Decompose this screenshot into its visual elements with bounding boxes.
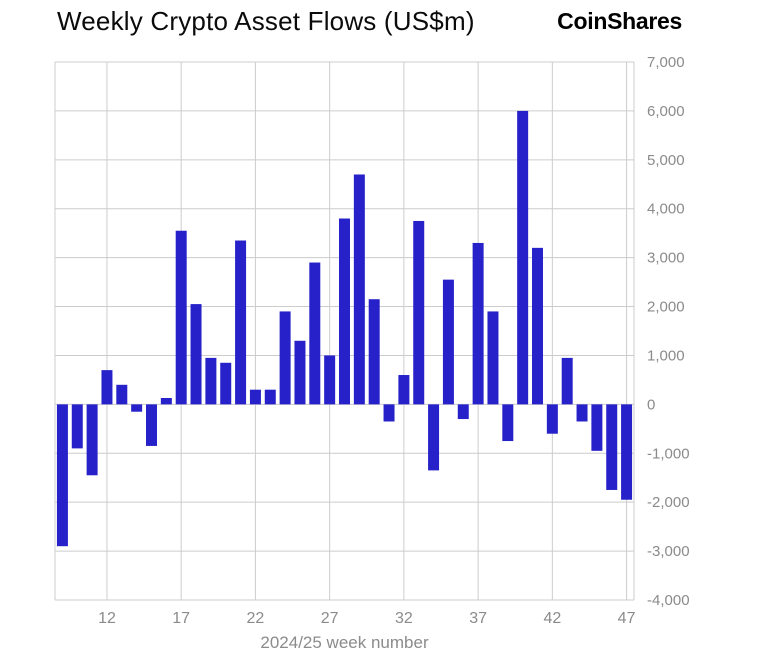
chart-header: Weekly Crypto Asset Flows (US$m) CoinSha… — [57, 6, 682, 37]
bar-week-37 — [472, 242, 484, 405]
y-tick-label: -3,000 — [647, 543, 690, 560]
bar-week-10 — [71, 404, 83, 449]
bar-week-36 — [457, 404, 469, 420]
bar-week-16 — [160, 398, 172, 405]
y-tick-label: 2,000 — [647, 299, 685, 316]
y-tick-label: -4,000 — [647, 592, 690, 609]
x-tick-label: 32 — [395, 610, 413, 627]
bar-week-26 — [309, 262, 321, 405]
bar-week-35 — [442, 279, 454, 405]
x-axis-title: 2024/25 week number — [260, 633, 429, 652]
bar-week-41 — [532, 247, 543, 405]
bar-week-33 — [413, 220, 425, 405]
bar-week-47 — [621, 404, 633, 500]
bar-week-27 — [324, 355, 336, 405]
y-tick-label: -2,000 — [647, 494, 690, 511]
bar-week-29 — [353, 174, 365, 405]
bar-week-45 — [591, 404, 603, 451]
x-tick-label: 27 — [321, 610, 339, 627]
x-tick-label: 22 — [247, 610, 265, 627]
bar-week-34 — [428, 404, 440, 471]
bar-week-31 — [383, 404, 395, 422]
chart-title: Weekly Crypto Asset Flows (US$m) — [57, 6, 475, 36]
bar-week-22 — [249, 389, 261, 405]
bar-week-11 — [86, 404, 98, 476]
bar-week-42 — [546, 404, 558, 434]
bar-week-23 — [264, 389, 276, 405]
bar-week-30 — [368, 299, 380, 405]
bar-week-24 — [279, 311, 291, 405]
y-tick-label: 3,000 — [647, 250, 685, 267]
bar-week-21 — [235, 240, 247, 405]
y-tick-label: 6,000 — [647, 103, 685, 120]
bar-week-28 — [339, 218, 350, 405]
x-tick-label: 17 — [172, 610, 190, 627]
x-tick-label: 42 — [543, 610, 561, 627]
y-tick-label: 1,000 — [647, 347, 685, 364]
y-tick-label: 7,000 — [647, 54, 685, 71]
bar-week-46 — [606, 404, 618, 490]
bar-week-20 — [220, 362, 232, 405]
bar-week-13 — [116, 384, 128, 405]
x-tick-label: 12 — [98, 610, 116, 627]
bar-week-14 — [131, 404, 143, 412]
bar-week-19 — [205, 357, 217, 405]
bar-week-17 — [175, 230, 187, 405]
y-tick-label: 4,000 — [647, 201, 685, 218]
bar-week-15 — [146, 404, 157, 446]
bar-week-9 — [56, 404, 68, 547]
bar-week-39 — [502, 404, 514, 442]
bar-week-25 — [294, 340, 306, 405]
y-tick-label: 5,000 — [647, 152, 685, 169]
bar-week-18 — [190, 304, 202, 405]
x-tick-label: 47 — [618, 610, 636, 627]
bar-week-32 — [398, 375, 410, 405]
bar-week-12 — [101, 370, 113, 405]
bar-week-43 — [561, 357, 573, 405]
y-tick-label: 0 — [647, 396, 655, 413]
bar-week-44 — [576, 404, 588, 422]
bar-week-38 — [487, 311, 499, 405]
coinshares-logo: CoinShares — [557, 8, 682, 34]
y-tick-label: -1,000 — [647, 445, 690, 462]
x-tick-label: 37 — [469, 610, 487, 627]
bar-week-40 — [517, 110, 529, 405]
